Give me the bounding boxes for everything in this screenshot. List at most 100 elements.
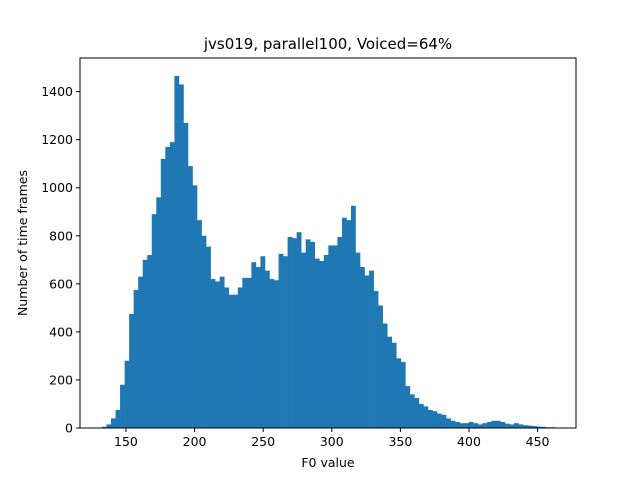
histogram-bar: [346, 220, 352, 428]
x-tick-label: 250: [251, 434, 275, 449]
histogram-bar: [111, 418, 116, 428]
histogram-bar: [473, 423, 479, 428]
histogram-bar: [233, 294, 239, 428]
histogram-bar: [477, 424, 483, 428]
histogram-bar: [355, 252, 361, 428]
histogram-bar: [260, 256, 266, 428]
histogram-bar: [491, 420, 497, 428]
histogram-bar: [178, 84, 184, 429]
histogram-bar: [364, 275, 370, 428]
histogram-bar: [464, 423, 470, 428]
y-axis-label: Number of time frames: [15, 170, 30, 316]
y-axis-ticks: 0 200 400 600 800 1000 1200 1400: [41, 84, 80, 436]
histogram-bar: [409, 394, 415, 428]
y-tick-label: 1200: [41, 132, 73, 147]
histogram-bar: [120, 384, 125, 428]
histogram-bar: [373, 291, 379, 428]
histogram-bar: [274, 280, 279, 428]
x-tick-label: 450: [526, 434, 550, 449]
histogram-bar: [269, 279, 275, 428]
y-tick-label: 1400: [41, 84, 73, 99]
histogram-bar: [301, 252, 307, 428]
histogram-bar: [527, 425, 533, 428]
histogram-bar: [169, 142, 175, 428]
histogram-bar: [174, 76, 180, 429]
histogram-bar: [513, 423, 519, 428]
histogram-bar: [432, 411, 438, 428]
y-tick-label: 800: [49, 228, 73, 243]
histogram-bar: [423, 406, 429, 428]
histogram-bar: [446, 418, 451, 428]
histogram-bar: [341, 217, 347, 428]
histogram-bar: [482, 423, 488, 428]
histogram-bar: [305, 239, 311, 428]
histogram-bar: [450, 420, 456, 428]
histogram-bar: [405, 385, 411, 428]
histogram-bar: [323, 255, 329, 428]
histogram-bar: [360, 267, 365, 428]
histogram-bar: [129, 313, 134, 428]
x-axis-label: F0 value: [301, 455, 355, 470]
histogram-bar: [296, 232, 302, 428]
histogram-bar: [387, 336, 393, 428]
histogram-bar: [142, 259, 148, 428]
histogram-bar: [418, 403, 424, 428]
histogram-bar: [124, 360, 130, 428]
histogram-bar: [278, 253, 284, 428]
histogram-bar: [165, 146, 171, 428]
histogram-bar: [106, 424, 112, 428]
histogram-bar: [523, 425, 528, 428]
x-tick-label: 300: [320, 434, 344, 449]
histogram-bar: [206, 246, 211, 428]
histogram-bar: [459, 423, 465, 428]
histogram-bar: [509, 424, 515, 428]
histogram-bar: [147, 255, 153, 428]
histogram-bar: [228, 294, 234, 428]
histogram-bar: [328, 245, 334, 428]
histogram-bar: [160, 158, 166, 428]
histogram-bar: [283, 256, 288, 428]
histogram-bar: [183, 122, 189, 429]
histogram-bar: [314, 258, 320, 428]
histogram-bar: [251, 262, 257, 428]
histogram-bar: [101, 426, 107, 428]
histogram-bar: [486, 421, 492, 428]
histogram-bar: [396, 358, 402, 428]
histogram-bar: [219, 276, 225, 428]
bars-group: [101, 76, 565, 429]
histogram-bar: [382, 323, 388, 428]
histogram-bar: [350, 205, 356, 428]
chart-title: jvs019, parallel100, Voiced=64%: [203, 35, 452, 53]
x-axis-ticks: 150 200 250 300 350 400 450: [114, 428, 550, 449]
y-tick-label: 1000: [41, 180, 73, 195]
histogram-bar: [264, 270, 270, 428]
histogram-bar: [310, 241, 316, 428]
histogram-bar: [495, 420, 501, 428]
x-tick-label: 150: [114, 434, 138, 449]
histogram-bar: [187, 166, 193, 428]
histogram-bar: [441, 414, 447, 428]
x-tick-label: 350: [388, 434, 412, 449]
histogram-bar: [292, 238, 297, 428]
histogram-bar: [156, 197, 162, 428]
x-tick-label: 200: [183, 434, 207, 449]
histogram-bar: [133, 289, 139, 428]
histogram-bar: [500, 421, 506, 428]
histogram-bar: [337, 236, 343, 428]
histogram-bar: [201, 235, 207, 428]
plot-frame: [79, 57, 577, 429]
histogram-bar: [287, 236, 293, 428]
y-tick-label: 400: [49, 324, 73, 339]
histogram-bar: [437, 413, 442, 428]
histogram-bar: [151, 214, 157, 428]
x-tick-label: 400: [457, 434, 481, 449]
y-tick-label: 0: [65, 421, 73, 436]
histogram-bar: [532, 426, 537, 428]
histogram-bar: [455, 421, 460, 428]
histogram-bar: [391, 342, 397, 428]
histogram-bar: [427, 409, 433, 428]
histogram-bar: [210, 279, 216, 428]
histogram-bar: [369, 270, 374, 428]
histogram-bar: [255, 267, 261, 428]
